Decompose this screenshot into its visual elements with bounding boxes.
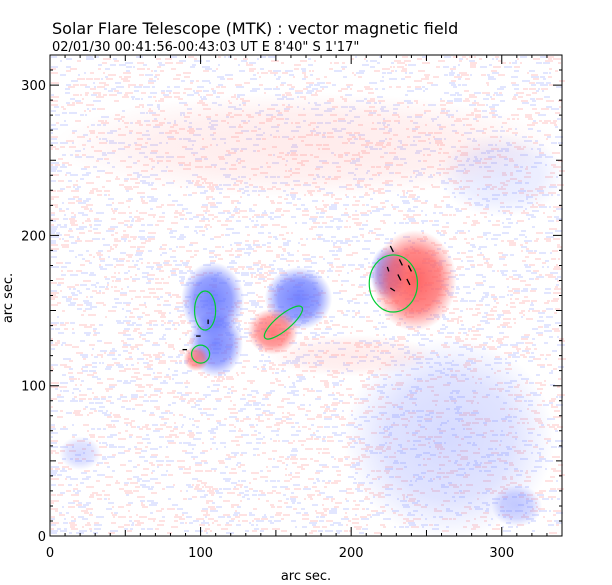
chart-title: Solar Flare Telescope (MTK) : vector mag… [52, 19, 458, 38]
y-tick-label: 200 [21, 229, 46, 244]
field-vector [386, 266, 390, 272]
x-axis-label: arc sec. [281, 569, 331, 584]
polarity-region-negative [59, 436, 102, 471]
contour-line [190, 344, 211, 364]
polarity-region-positive [266, 334, 436, 377]
polarity-region-positive [183, 346, 209, 372]
field-vector [389, 287, 396, 292]
axis-ticks [49, 54, 563, 537]
polarity-region-positive [53, 92, 559, 198]
polarity-region-positive [372, 229, 457, 331]
y-tick-label: 300 [21, 79, 46, 94]
tick-labels: 0 100 200 300 0 100 200 300 [21, 79, 514, 561]
y-tick-label: 100 [21, 380, 46, 395]
contours [190, 254, 419, 364]
x-tick-label: 200 [339, 546, 364, 561]
field-vector [406, 278, 411, 286]
y-axis-label: arc sec. [1, 273, 16, 323]
observation-info: 02/01/30 00:41:56-00:43:03 UT E 8'40" S … [52, 40, 359, 55]
polarity-region-negative [343, 337, 555, 540]
contour-line [193, 290, 217, 331]
x-tick-label: 0 [46, 546, 54, 561]
contour-line [263, 305, 304, 340]
field-vector [398, 259, 403, 266]
contour-line [368, 254, 419, 313]
field-vector [407, 265, 412, 272]
field-vector [389, 245, 394, 253]
polarity-regions [53, 92, 566, 540]
transverse-field-vectors [182, 245, 412, 351]
tick-marks [49, 54, 563, 537]
y-tick-label: 0 [38, 530, 46, 545]
polarity-region-negative [491, 484, 543, 527]
x-tick-label: 300 [489, 546, 514, 561]
x-tick-label: 100 [188, 546, 213, 561]
field-vector [397, 274, 402, 281]
